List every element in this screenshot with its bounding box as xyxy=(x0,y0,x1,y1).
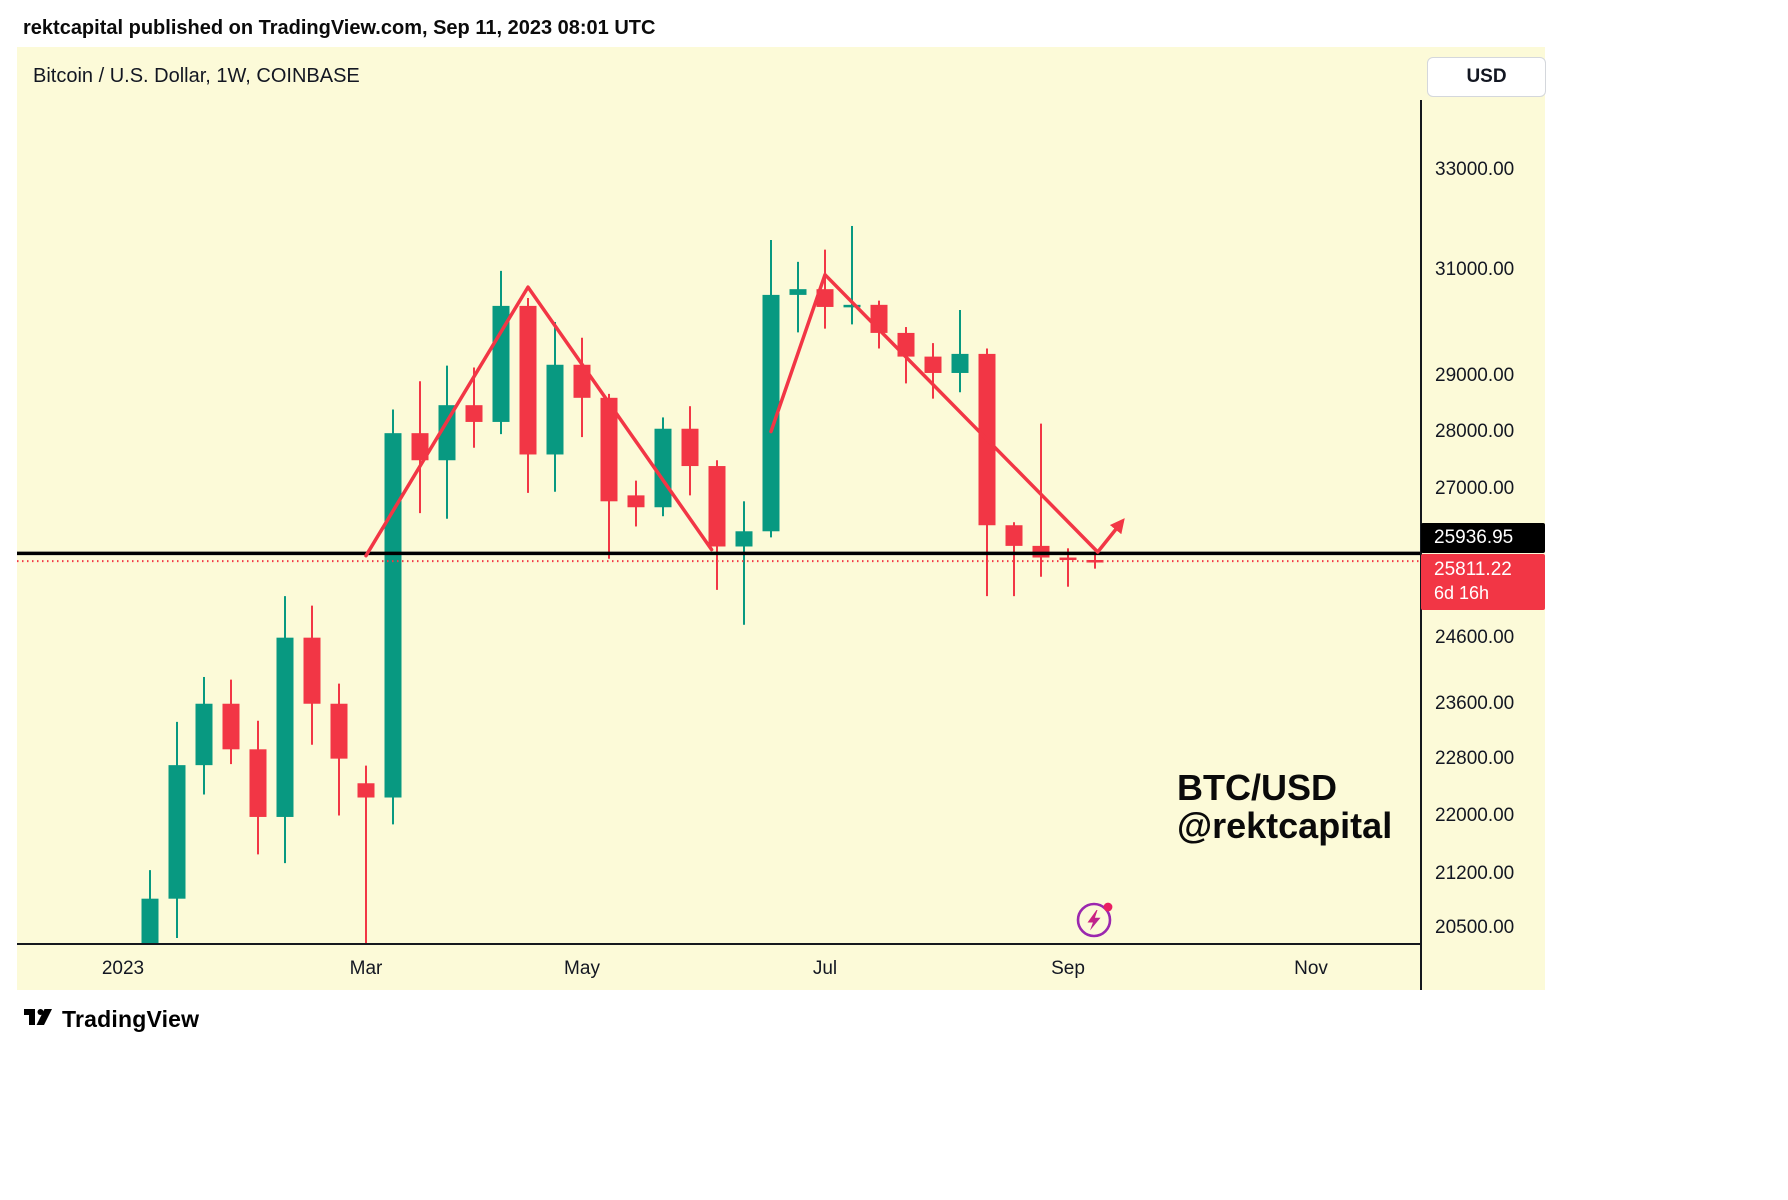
time-axis-border xyxy=(17,943,1421,945)
candle xyxy=(357,765,375,943)
watermark-symbol: BTC/USD xyxy=(1177,767,1337,808)
candle xyxy=(519,298,537,493)
current-price-label: 25811.22 6d 16h xyxy=(1421,554,1545,610)
time-tick-label: Nov xyxy=(1294,958,1328,979)
price-tick-label: 29000.00 xyxy=(1435,364,1515,386)
candle xyxy=(465,367,483,448)
bar-countdown: 6d 16h xyxy=(1434,583,1490,603)
candle xyxy=(573,337,591,438)
candle xyxy=(276,596,294,864)
candle xyxy=(708,460,726,590)
candle xyxy=(195,676,213,795)
trendline[interactable] xyxy=(769,272,1125,554)
candle xyxy=(762,240,780,538)
candle xyxy=(924,343,942,399)
time-tick-label: May xyxy=(564,958,600,979)
time-tick-label: Jul xyxy=(812,958,838,979)
price-tick-label: 24600.00 xyxy=(1435,626,1515,648)
candle xyxy=(681,406,699,496)
idea-flash-icon[interactable] xyxy=(1073,897,1117,941)
currency-button[interactable]: USD xyxy=(1427,57,1546,97)
price-tick-label: 33000.00 xyxy=(1435,159,1515,180)
candle xyxy=(978,348,996,597)
symbol-title: Bitcoin / U.S. Dollar, 1W, COINBASE xyxy=(33,65,360,87)
price-tick-label: 23600.00 xyxy=(1435,692,1515,714)
trendline[interactable] xyxy=(364,285,714,558)
candle xyxy=(627,480,645,527)
candle xyxy=(438,365,456,519)
candle xyxy=(330,683,348,816)
candle xyxy=(843,225,861,325)
chart-area: Bitcoin / U.S. Dollar, 1W, COINBASE USD … xyxy=(17,47,1546,990)
level-price-value: 25936.95 xyxy=(1434,527,1514,548)
candle xyxy=(222,679,240,765)
time-tick-label: Mar xyxy=(349,958,383,979)
price-tick-label: 28000.00 xyxy=(1435,420,1515,442)
candle xyxy=(249,720,267,855)
candle xyxy=(168,721,186,938)
tradingview-brand[interactable]: TradingView xyxy=(62,1006,200,1032)
watermark: BTC/USD @rektcapital xyxy=(1177,769,1392,845)
candle xyxy=(492,270,510,435)
footer: TradingView xyxy=(23,1004,199,1035)
candle xyxy=(816,249,834,329)
level-price-label: 25936.95 xyxy=(1421,523,1545,553)
candle xyxy=(789,261,807,333)
candle xyxy=(1086,553,1104,569)
candle xyxy=(141,870,159,943)
price-tick-label: 27000.00 xyxy=(1435,478,1515,500)
candlestick-chart[interactable] xyxy=(17,47,1420,943)
candle xyxy=(411,381,429,514)
candle xyxy=(600,393,618,559)
candle xyxy=(951,309,969,393)
price-tick-label: 20500.00 xyxy=(1435,916,1515,938)
price-tick-label: 31000.00 xyxy=(1435,258,1515,280)
price-tick-label: 22800.00 xyxy=(1435,747,1515,769)
candle xyxy=(654,417,672,517)
time-tick-label: 2023 xyxy=(101,958,145,979)
price-tick-label: 21200.00 xyxy=(1435,863,1515,885)
time-tick-label: Sep xyxy=(1051,958,1085,979)
price-tick-label: 22000.00 xyxy=(1435,804,1515,826)
tradingview-logo-icon[interactable] xyxy=(23,1004,53,1035)
candle xyxy=(384,409,402,825)
candle xyxy=(735,501,753,625)
candle xyxy=(546,321,564,492)
current-price-value: 25811.22 xyxy=(1434,559,1512,580)
published-header: rektcapital published on TradingView.com… xyxy=(23,17,656,39)
watermark-handle: @rektcapital xyxy=(1177,805,1393,846)
candle xyxy=(1005,522,1023,597)
candle xyxy=(303,605,321,745)
